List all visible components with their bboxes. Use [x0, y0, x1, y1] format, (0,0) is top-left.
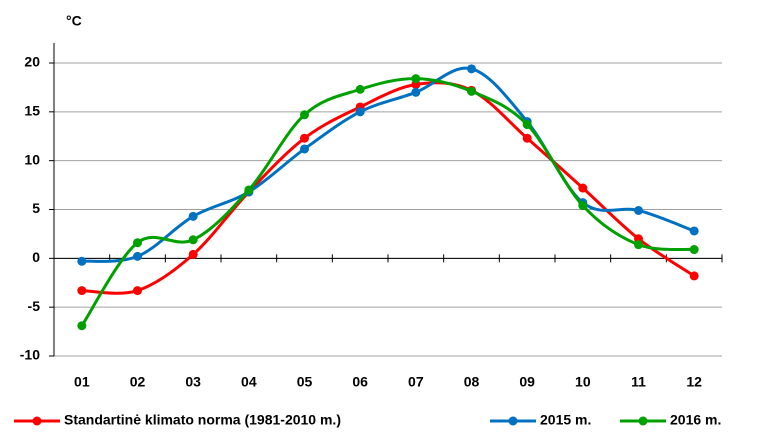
point-marker — [188, 211, 198, 221]
x-tick-label: 11 — [631, 374, 646, 390]
point-marker — [689, 271, 699, 281]
x-tick-label: 09 — [519, 374, 535, 390]
point-marker — [689, 226, 699, 236]
point-marker — [578, 183, 588, 193]
point-marker — [300, 133, 309, 143]
point-marker — [77, 321, 87, 331]
point-marker — [634, 205, 643, 215]
y-tick-label: 15 — [24, 103, 40, 119]
point-marker — [188, 235, 198, 245]
point-marker — [133, 286, 142, 296]
point-marker — [77, 286, 87, 296]
y-tick-label: 5 — [32, 200, 40, 216]
x-tick-label: 01 — [74, 374, 90, 390]
point-marker — [133, 251, 142, 261]
x-tick-label: 08 — [464, 374, 480, 390]
point-marker — [522, 133, 532, 143]
point-marker — [467, 64, 476, 74]
x-tick-label: 10 — [575, 374, 591, 390]
y-tick-label: 0 — [32, 249, 40, 265]
point-marker — [411, 87, 421, 97]
x-tick-label: 05 — [297, 374, 313, 390]
legend-marker — [32, 416, 42, 426]
x-tick-label: 02 — [130, 374, 146, 390]
y-tick-label: 10 — [24, 151, 40, 167]
legend-label: 2015 m. — [540, 412, 591, 428]
legend-label: 2016 m. — [670, 412, 721, 428]
point-marker — [467, 86, 476, 96]
point-marker — [522, 120, 532, 130]
x-tick-label: 12 — [686, 374, 702, 390]
point-marker — [244, 185, 254, 195]
point-marker — [133, 238, 142, 248]
x-tick-label: 06 — [352, 374, 368, 390]
x-tick-label: 07 — [408, 374, 424, 390]
point-marker — [355, 107, 365, 117]
point-marker — [300, 144, 309, 154]
y-tick-label: 20 — [24, 54, 40, 70]
x-tick-label: 04 — [241, 374, 257, 390]
y-tick-label: -10 — [20, 347, 40, 363]
point-marker — [634, 240, 643, 250]
point-marker — [300, 110, 309, 120]
legend-marker — [638, 416, 648, 426]
series-line — [81, 66, 695, 263]
legend-marker — [508, 416, 518, 426]
series-line — [80, 77, 695, 327]
point-marker — [188, 249, 198, 259]
y-tick-label: -5 — [28, 298, 41, 314]
point-marker — [355, 84, 365, 94]
x-tick-label: 03 — [185, 374, 201, 390]
y-axis-unit: °C — [66, 13, 82, 29]
point-marker — [411, 74, 421, 84]
point-marker — [689, 245, 699, 255]
point-marker — [578, 201, 588, 211]
legend-label: Standartinė klimato norma (1981-2010 m.) — [64, 412, 341, 428]
point-marker — [77, 256, 87, 266]
